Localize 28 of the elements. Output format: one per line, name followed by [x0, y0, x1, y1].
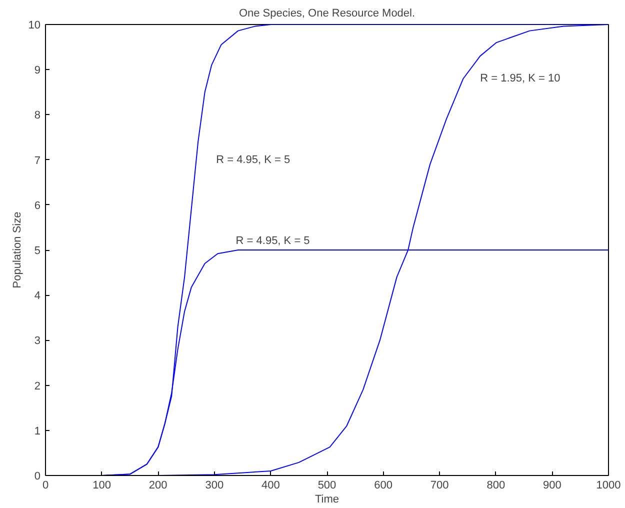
x-axis-title: Time: [314, 494, 340, 506]
x-tick-label: 900: [543, 480, 562, 492]
annotation: R = 4.95, K = 5: [216, 154, 290, 166]
y-tick-label: 10: [28, 20, 41, 32]
chart-title: One Species, One Resource Model.: [238, 8, 416, 20]
x-tick-label: 700: [430, 480, 449, 492]
x-tick-label: 200: [148, 480, 168, 492]
x-tick-label: 300: [205, 480, 224, 492]
y-tick-label: 9: [34, 64, 41, 77]
annotation: R = 1.95, K = 10: [480, 72, 560, 85]
y-tick-label: 5: [34, 245, 41, 257]
annotation: R = 4.95, K = 5: [236, 234, 310, 247]
x-tick-label: 600: [374, 480, 392, 492]
y-tick-label: 2: [34, 380, 41, 392]
y-tick-label: 1: [34, 425, 41, 438]
y-tick-label: 6: [34, 200, 41, 212]
y-tick-label: 8: [34, 110, 41, 122]
y-axis-title: Population Size: [11, 212, 24, 288]
x-tick-label: 100: [92, 480, 111, 492]
y-tick-label: 3: [34, 335, 41, 348]
y-tick-label: 0: [34, 470, 41, 482]
x-tick-label: 0: [42, 480, 49, 492]
x-tick-label: 800: [486, 480, 506, 492]
x-tick-label: 500: [318, 480, 336, 492]
y-tick-label: 4: [34, 290, 41, 302]
x-tick-label: 1000: [596, 480, 621, 492]
x-tick-label: 400: [262, 480, 280, 492]
y-tick-label: 7: [34, 154, 41, 167]
